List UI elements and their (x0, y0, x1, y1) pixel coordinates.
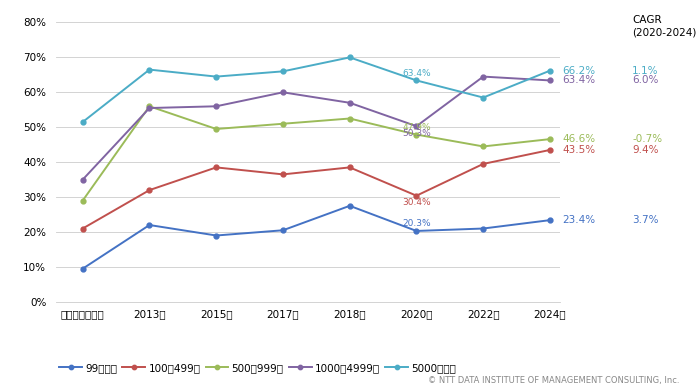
Text: 43.5%: 43.5% (562, 145, 595, 155)
Text: 30.4%: 30.4% (402, 199, 430, 207)
500〜999人 (546, 137, 554, 141)
5000人以上 (479, 95, 487, 100)
Text: 3.7%: 3.7% (632, 215, 659, 225)
500〜999人 (78, 198, 87, 203)
1000〜4999人 (479, 74, 487, 79)
99人以下 (346, 204, 354, 208)
500〜999人 (346, 116, 354, 121)
1000〜4999人 (279, 90, 287, 95)
Line: 5000人以上: 5000人以上 (80, 55, 552, 125)
Text: 6.0%: 6.0% (632, 75, 659, 86)
Legend: 99人以下, 100〜499人, 500〜999人, 1000〜4999人, 5000人以上: 99人以下, 100〜499人, 500〜999人, 1000〜4999人, 5… (55, 359, 461, 377)
99人以下 (279, 228, 287, 233)
Text: CAGR
(2020-2024): CAGR (2020-2024) (632, 15, 696, 37)
Text: 1.1%: 1.1% (632, 66, 659, 76)
5000人以上 (212, 74, 220, 79)
500〜999人 (146, 104, 154, 109)
500〜999人 (412, 132, 421, 137)
Text: 9.4%: 9.4% (632, 145, 659, 155)
100〜499人 (146, 188, 154, 192)
Text: 46.6%: 46.6% (562, 134, 595, 144)
100〜499人 (412, 194, 421, 198)
1000〜4999人 (146, 106, 154, 110)
Line: 500〜999人: 500〜999人 (80, 104, 552, 203)
5000人以上 (546, 68, 554, 73)
100〜499人 (546, 147, 554, 152)
500〜999人 (212, 127, 220, 131)
99人以下 (146, 223, 154, 227)
Line: 100〜499人: 100〜499人 (80, 147, 552, 231)
5000人以上 (346, 55, 354, 60)
100〜499人 (78, 226, 87, 231)
Text: © NTT DATA INSTITUTE OF MANAGEMENT CONSULTING, Inc.: © NTT DATA INSTITUTE OF MANAGEMENT CONSU… (428, 376, 679, 385)
Text: 20.3%: 20.3% (402, 219, 430, 228)
1000〜4999人 (412, 124, 421, 128)
5000人以上 (146, 67, 154, 72)
5000人以上 (78, 120, 87, 124)
Text: 47.9%: 47.9% (402, 123, 430, 132)
1000〜4999人 (78, 177, 87, 182)
100〜499人 (479, 162, 487, 166)
1000〜4999人 (346, 101, 354, 105)
Text: 66.2%: 66.2% (562, 66, 595, 76)
100〜499人 (346, 165, 354, 170)
99人以下 (412, 229, 421, 233)
1000〜4999人 (212, 104, 220, 109)
99人以下 (78, 266, 87, 271)
Text: -0.7%: -0.7% (632, 134, 662, 144)
99人以下 (546, 218, 554, 223)
Text: 63.4%: 63.4% (562, 75, 595, 86)
5000人以上 (279, 69, 287, 74)
Line: 1000〜4999人: 1000〜4999人 (80, 74, 552, 182)
Line: 99人以下: 99人以下 (80, 204, 552, 271)
500〜999人 (479, 144, 487, 149)
500〜999人 (279, 122, 287, 126)
100〜499人 (279, 172, 287, 177)
Text: 50.3%: 50.3% (402, 129, 431, 138)
100〜499人 (212, 165, 220, 170)
99人以下 (212, 233, 220, 238)
1000〜4999人 (546, 78, 554, 83)
Text: 23.4%: 23.4% (562, 215, 595, 225)
Text: 63.4%: 63.4% (402, 68, 430, 78)
5000人以上 (412, 78, 421, 83)
99人以下 (479, 226, 487, 231)
